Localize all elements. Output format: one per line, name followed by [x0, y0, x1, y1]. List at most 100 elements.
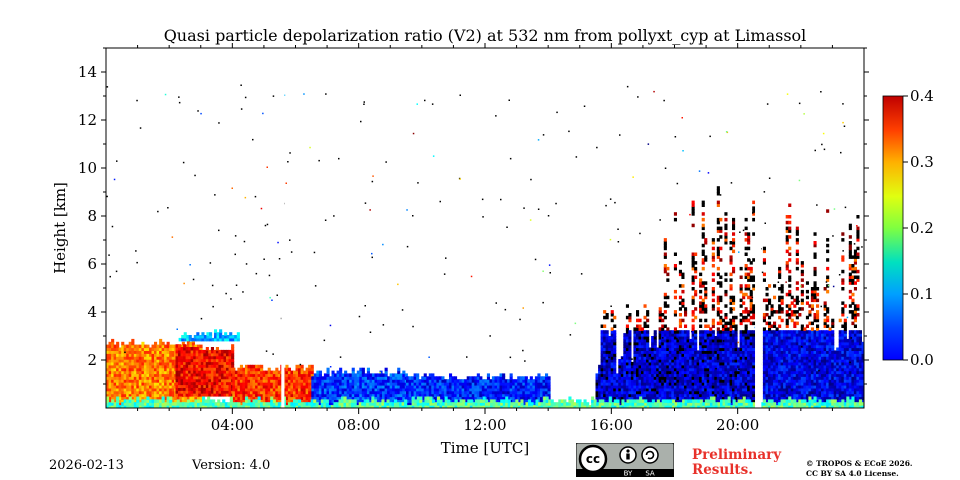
heatmap-cell: [149, 379, 153, 383]
heatmap-cell: [223, 384, 227, 388]
heatmap-cell: [446, 382, 450, 386]
heatmap-cell: [392, 385, 396, 389]
heatmap-cell: [605, 350, 609, 354]
heatmap-cell: [603, 353, 607, 357]
heatmap-cell: [433, 382, 437, 386]
heatmap-cell: [749, 266, 753, 271]
heatmap-cell: [185, 390, 189, 394]
heatmap-cell: [441, 396, 445, 400]
heatmap-cell: [600, 387, 604, 392]
heatmap-cell: [678, 350, 682, 354]
heatmap-cell: [641, 327, 645, 331]
heatmap-cell: [221, 349, 225, 354]
heatmap-cell: [729, 356, 733, 360]
heatmap-cell: [128, 373, 132, 377]
heatmap-cell: [608, 387, 612, 392]
heatmap-cell: [161, 367, 165, 372]
heatmap-cell: [326, 393, 330, 398]
heatmap-cell: [469, 393, 473, 398]
heatmap-cell: [118, 385, 122, 389]
heatmap-cell: [239, 402, 243, 406]
heatmap-cell: [210, 384, 214, 388]
heatmap-cell: [394, 390, 398, 395]
heatmap-cell: [331, 399, 335, 403]
heatmap-cell: [228, 358, 232, 363]
heatmap-cell: [732, 266, 736, 271]
heatmap-cell: [648, 373, 652, 377]
heatmap-cell: [237, 399, 241, 403]
heatmap-cell: [123, 393, 127, 398]
heatmap-cell: [694, 315, 698, 320]
heatmap-cell: [214, 337, 218, 342]
heatmap-cell: [210, 358, 214, 363]
heatmap-cell: [215, 370, 219, 374]
heatmap-cell: [752, 367, 756, 372]
heatmap-cell: [762, 387, 766, 392]
heatmap-cell: [519, 385, 523, 389]
heatmap-cell: [371, 379, 375, 383]
heatmap-cell: [605, 344, 609, 349]
heatmap-cell: [719, 226, 723, 231]
heatmap-cell: [131, 387, 135, 392]
heatmap-cell: [123, 387, 127, 392]
heatmap-cell: [334, 376, 338, 380]
heatmap-cell: [141, 344, 145, 349]
heatmap-cell: [211, 337, 215, 342]
heatmap-cell: [706, 359, 710, 363]
heatmap-cell: [474, 382, 478, 386]
heatmap-cell: [719, 344, 723, 349]
heatmap-cell: [694, 359, 698, 363]
heatmap-cell: [691, 212, 695, 216]
heatmap-cell: [198, 384, 202, 388]
heatmap-cell: [106, 385, 110, 389]
heatmap-cell: [431, 379, 435, 383]
heatmap-cell: [716, 295, 720, 300]
heatmap-cell: [178, 387, 182, 391]
heatmap-cell: [138, 370, 142, 375]
heatmap-cell: [686, 364, 690, 369]
heatmap-cell: [711, 364, 715, 369]
heatmap-cell: [232, 396, 236, 400]
heatmap-cell: [323, 393, 327, 398]
heatmap-cell: [406, 390, 410, 395]
heatmap-cell: [123, 370, 127, 375]
heatmap-cell: [661, 376, 665, 380]
heatmap-cell: [428, 387, 432, 392]
heatmap-cell: [721, 379, 725, 383]
heatmap-cell: [226, 378, 230, 383]
heatmap-cell: [397, 393, 401, 398]
heatmap-cell: [213, 381, 217, 386]
heatmap-cell: [646, 336, 650, 340]
heatmap-cell: [739, 284, 743, 288]
heatmap-cell: [663, 350, 667, 354]
heatmap-cell: [684, 367, 688, 372]
heatmap-cell: [179, 399, 183, 403]
heatmap-cell: [255, 367, 259, 372]
heatmap-cell: [456, 399, 460, 403]
heatmap-cell: [146, 379, 150, 383]
heatmap-cell: [643, 379, 647, 383]
heatmap-cell: [133, 353, 137, 357]
heatmap-cell: [113, 361, 117, 366]
heatmap-cell: [691, 359, 695, 363]
heatmap-cell: [203, 367, 207, 371]
heatmap-cell: [133, 396, 137, 400]
heatmap-cell: [678, 295, 682, 300]
heatmap-cell: [676, 387, 680, 392]
heatmap-cell: [658, 356, 662, 360]
heatmap-cell: [732, 220, 736, 225]
heatmap-cell: [257, 376, 261, 380]
heatmap-cell: [151, 364, 155, 369]
heatmap-cell: [374, 385, 378, 389]
heatmap-cell: [732, 370, 736, 375]
heatmap-cell: [384, 373, 388, 377]
heatmap-cell: [732, 318, 736, 323]
heatmap-cell: [605, 356, 609, 360]
heatmap-cell: [603, 310, 607, 314]
heatmap-cell: [729, 318, 733, 323]
heatmap-cell: [161, 390, 165, 395]
heatmap-cell: [175, 393, 179, 397]
heatmap-cell: [349, 373, 353, 377]
heatmap-cell: [257, 393, 261, 398]
heatmap-cell: [351, 390, 355, 395]
